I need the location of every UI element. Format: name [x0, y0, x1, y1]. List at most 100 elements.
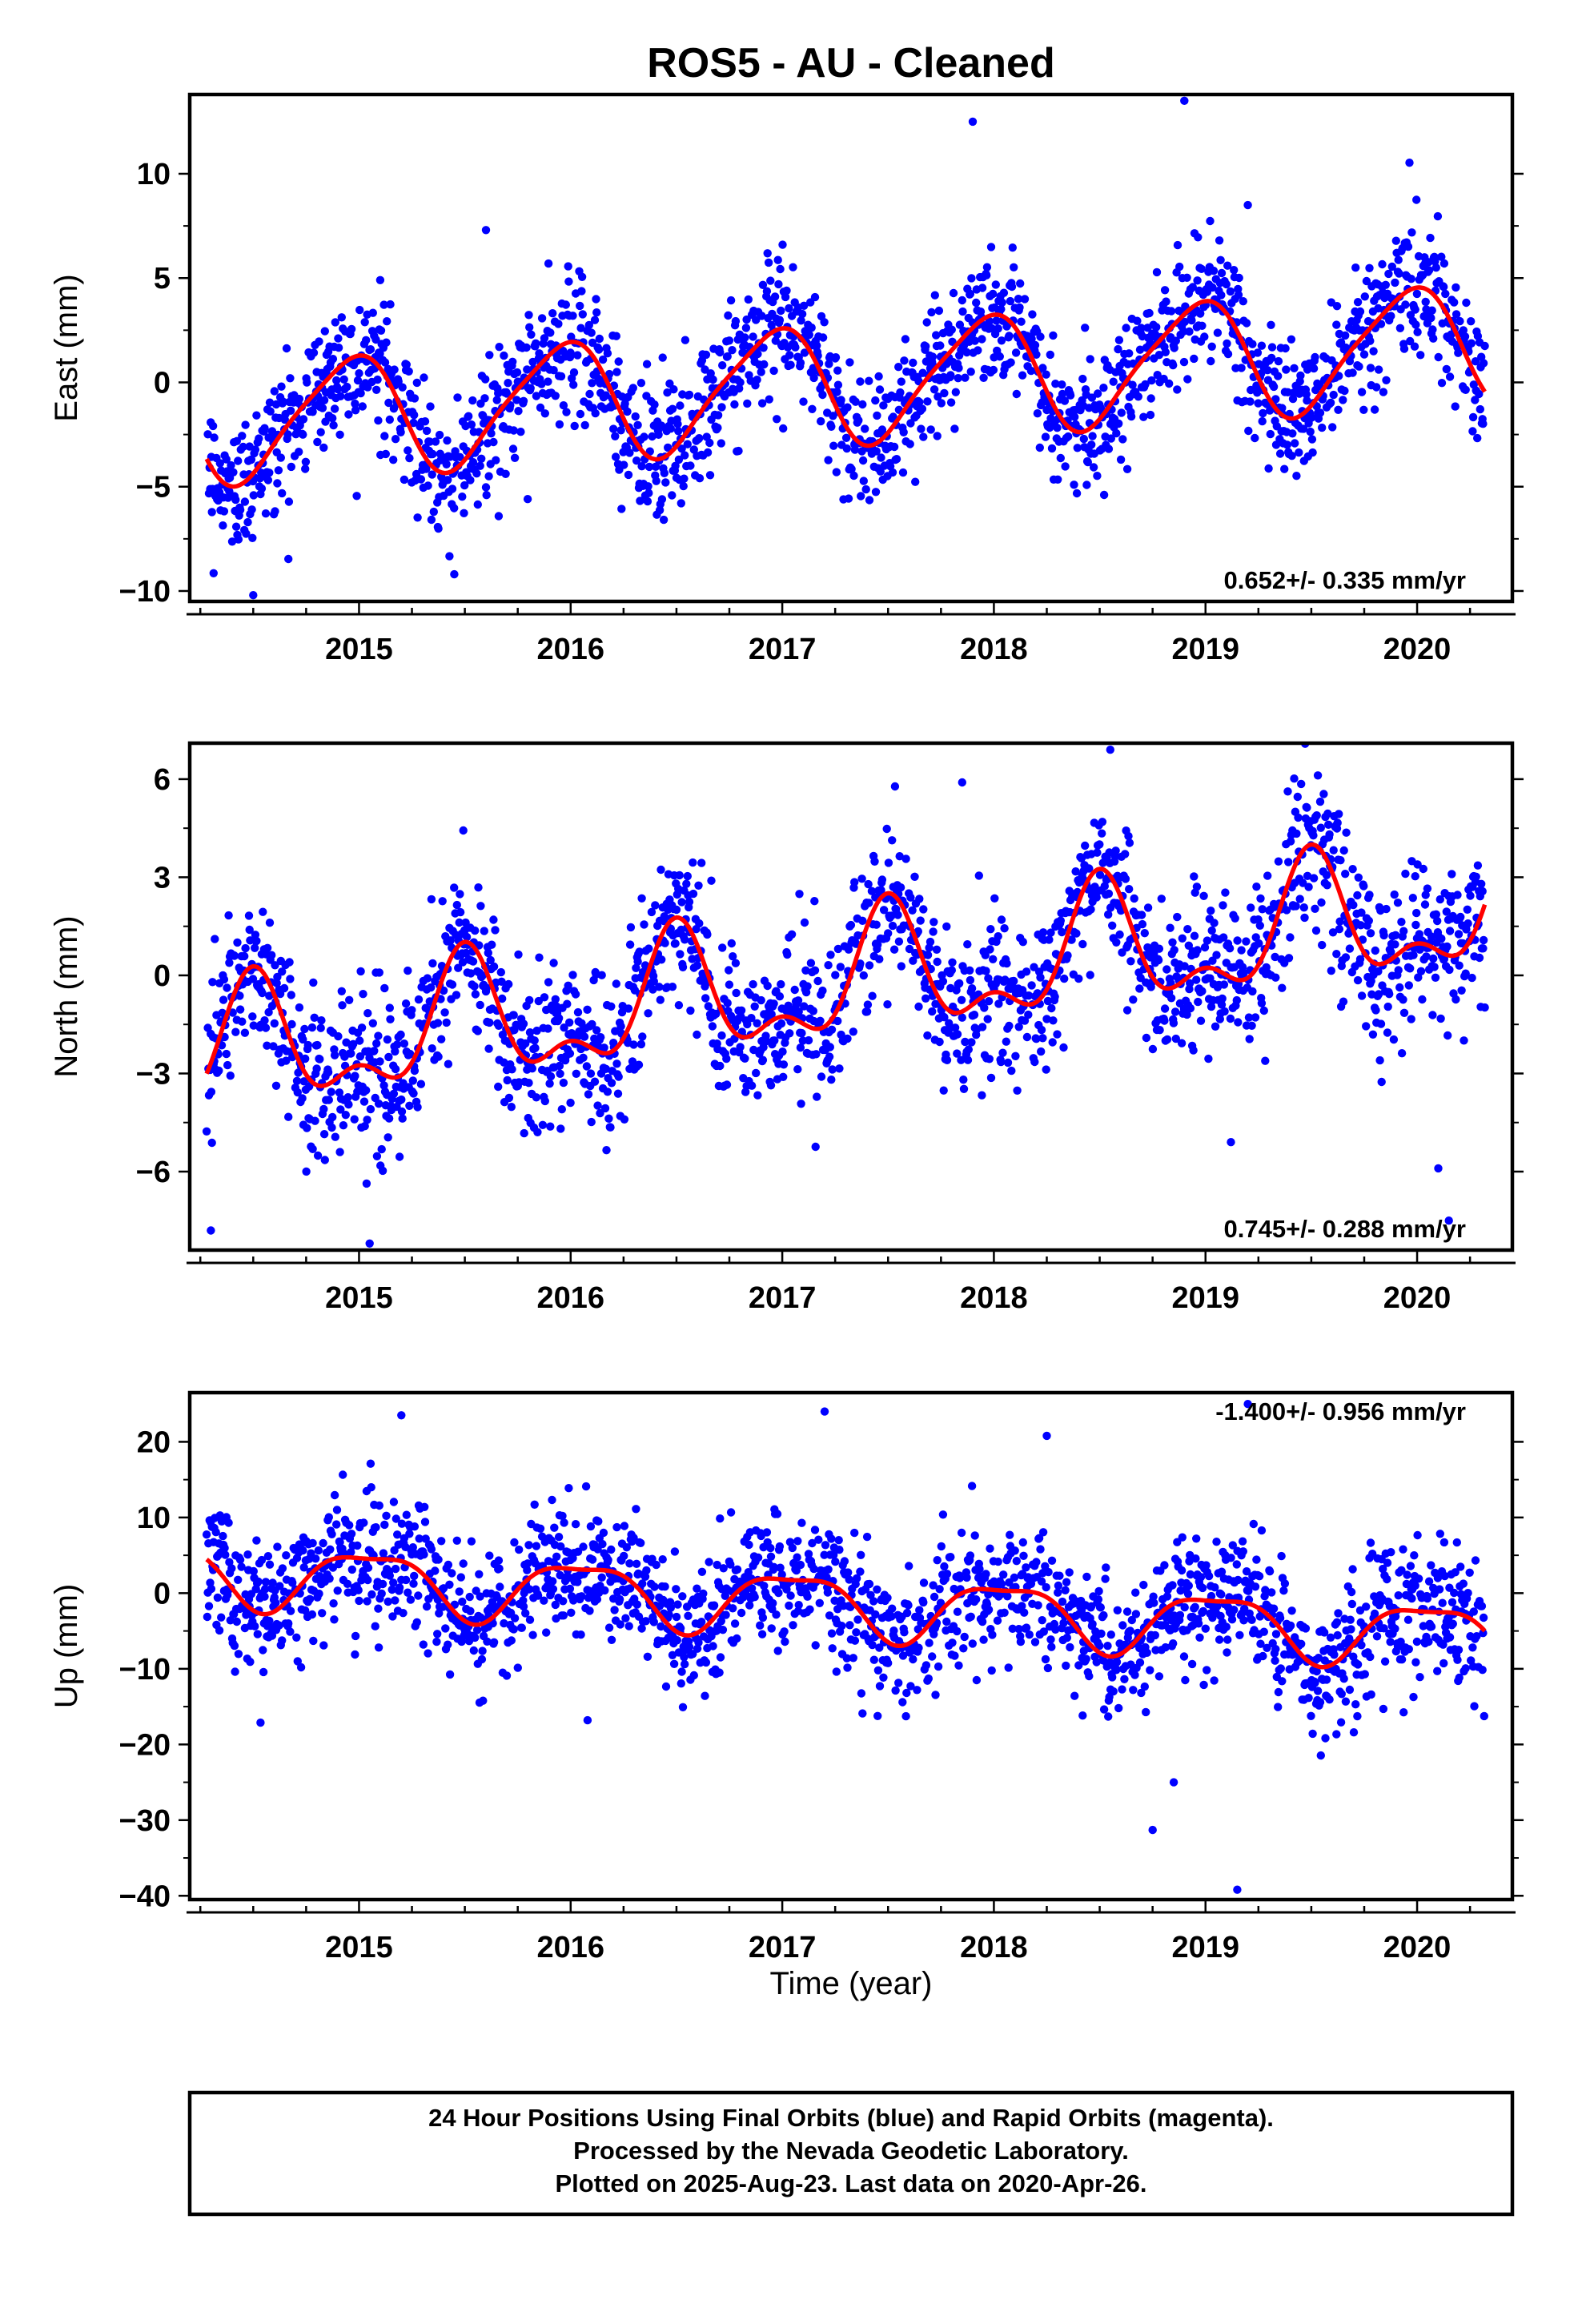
east-data-point: [1468, 427, 1477, 436]
north-data-point: [940, 1013, 949, 1022]
east-data-point: [1244, 426, 1253, 436]
north-data-point: [1397, 1049, 1407, 1058]
east-data-point: [1114, 419, 1123, 428]
east-data-point: [857, 447, 866, 456]
east-data-point: [428, 470, 436, 479]
east-data-point: [1078, 374, 1087, 384]
north-data-point: [882, 824, 891, 834]
east-data-point: [1234, 291, 1243, 300]
east-data-point: [861, 485, 870, 494]
up-data-point: [721, 1610, 730, 1619]
north-data-point: [372, 1039, 381, 1048]
east-data-point: [1290, 364, 1299, 372]
east-data-point: [741, 333, 749, 342]
north-data-point: [1393, 899, 1403, 907]
up-data-point: [607, 1545, 616, 1554]
north-data-point: [278, 967, 287, 976]
east-data-point: [1369, 347, 1378, 356]
east-data-point: [502, 389, 512, 398]
east-data-point: [966, 368, 975, 376]
up-data-point: [471, 1633, 480, 1642]
east-data-point: [1165, 379, 1174, 388]
north-data-point: [1323, 881, 1331, 890]
north-data-point: [908, 906, 917, 915]
north-data-point: [867, 887, 877, 895]
up-data-point: [215, 1626, 224, 1635]
up-data-point: [705, 1558, 713, 1566]
up-data-point: [780, 1627, 789, 1636]
east-data-point: [271, 400, 281, 409]
east-data-point: [1088, 432, 1097, 440]
east-data-point: [1378, 259, 1387, 269]
east-data-point: [334, 344, 343, 352]
east-data-point: [412, 378, 421, 388]
up-data-point: [324, 1513, 333, 1522]
up-data-point: [261, 1578, 271, 1586]
up-data-point: [391, 1596, 400, 1605]
up-data-point: [444, 1640, 452, 1649]
east-data-point: [1379, 388, 1388, 396]
north-data-point: [1125, 838, 1134, 847]
east-data-point: [383, 317, 391, 326]
north-data-point: [448, 980, 457, 989]
east-data-point: [932, 331, 941, 340]
up-data-point: [524, 1541, 533, 1550]
east-data-point: [824, 456, 833, 464]
north-data-point: [349, 1039, 358, 1049]
north-data-point: [222, 1049, 231, 1059]
north-data-point: [264, 1007, 273, 1017]
north-data-point: [568, 971, 577, 979]
north-data-point: [408, 1006, 416, 1015]
east-data-point: [1213, 328, 1223, 337]
east-data-point: [1307, 435, 1317, 444]
east-data-point: [355, 305, 364, 315]
north-data-point: [410, 1066, 420, 1076]
north-data-point: [1027, 981, 1036, 990]
east-data-point: [1170, 344, 1178, 352]
north-data-point: [287, 1019, 296, 1029]
north-data-point: [544, 978, 553, 987]
east-data-point: [1033, 409, 1042, 418]
north-data-point: [401, 999, 411, 1008]
north-data-point: [1420, 900, 1430, 909]
east-data-point: [849, 471, 858, 480]
up-data-point: [343, 1579, 352, 1589]
east-data-point: [1467, 339, 1476, 348]
east-data-point: [797, 309, 807, 319]
up-data-point: [519, 1602, 528, 1611]
east-data-point: [1008, 243, 1018, 252]
east-data-point: [818, 333, 828, 342]
east-data-point: [791, 343, 800, 352]
north-data-point: [1014, 1023, 1023, 1031]
east-data-point: [389, 456, 398, 464]
north-data-point: [1463, 905, 1472, 915]
north-data-point: [302, 1167, 311, 1176]
east-y-tick-label: 5: [154, 262, 171, 296]
north-data-point: [983, 1015, 992, 1023]
east-data-point: [1353, 298, 1363, 307]
north-data-point: [1401, 869, 1410, 879]
east-data-point: [1412, 289, 1422, 299]
up-data-point: [665, 1610, 673, 1619]
north-data-point: [584, 1090, 593, 1099]
north-data-point: [1137, 911, 1146, 919]
east-data-point: [1480, 341, 1489, 351]
north-data-point: [1406, 964, 1415, 973]
east-data-point: [1111, 368, 1120, 376]
up-data-point: [380, 1520, 389, 1530]
east-data-point: [1237, 364, 1246, 372]
north-data-point: [674, 1001, 684, 1010]
north-data-point: [1170, 1007, 1180, 1016]
up-data-point: [515, 1545, 524, 1554]
east-data-point: [1032, 350, 1041, 359]
east-data-point: [979, 373, 988, 382]
north-data-point: [1256, 894, 1265, 903]
east-data-point: [523, 495, 532, 504]
north-data-point: [324, 1096, 333, 1104]
east-data-point: [857, 492, 865, 501]
north-data-point: [1203, 936, 1212, 945]
north-x-tick-label: 2018: [960, 1281, 1028, 1315]
north-data-point: [303, 1040, 312, 1050]
north-data-point: [926, 937, 935, 947]
east-data-point: [1217, 268, 1227, 278]
